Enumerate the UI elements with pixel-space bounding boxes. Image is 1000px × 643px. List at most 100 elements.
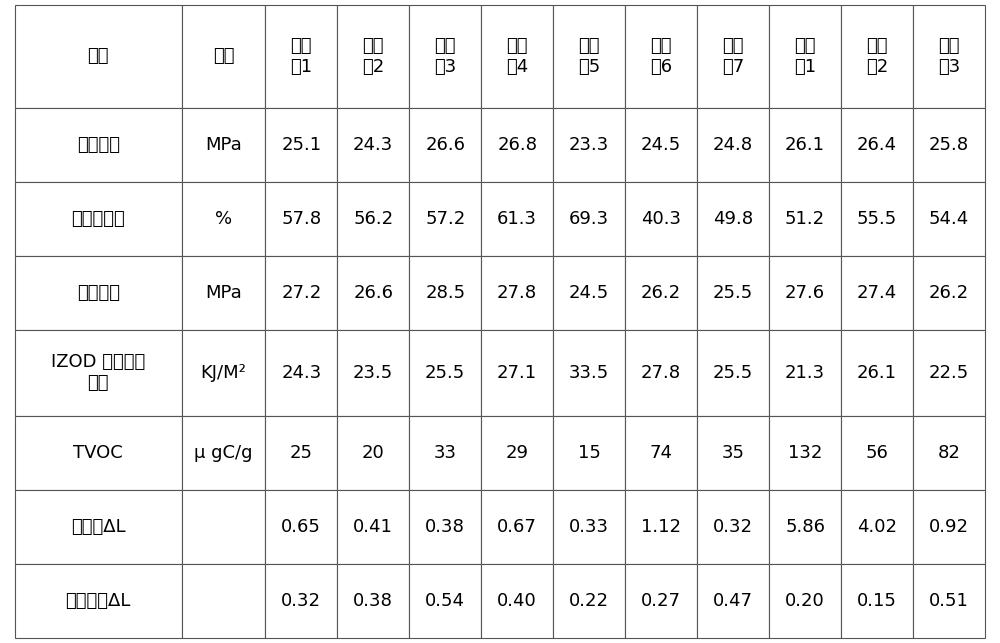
Bar — [481, 490, 553, 564]
Text: 0.38: 0.38 — [353, 592, 393, 610]
Text: 22.5: 22.5 — [929, 364, 969, 382]
Bar — [697, 182, 769, 256]
Text: 25.5: 25.5 — [425, 364, 465, 382]
Text: 4.02: 4.02 — [857, 518, 897, 536]
Text: 26.8: 26.8 — [497, 136, 537, 154]
Bar — [481, 330, 553, 415]
Bar — [182, 5, 265, 107]
Bar — [265, 415, 337, 490]
Bar — [265, 107, 337, 182]
Bar — [769, 564, 841, 638]
Text: 55.5: 55.5 — [857, 210, 897, 228]
Bar — [913, 5, 985, 107]
Bar — [697, 5, 769, 107]
Text: 5.86: 5.86 — [785, 518, 825, 536]
Text: IZOD 缺口冲击
强度: IZOD 缺口冲击 强度 — [51, 353, 145, 392]
Bar — [337, 330, 409, 415]
Text: MPa: MPa — [205, 136, 242, 154]
Text: 0.38: 0.38 — [425, 518, 465, 536]
Bar — [409, 256, 481, 330]
Text: 54.4: 54.4 — [929, 210, 969, 228]
Bar — [913, 182, 985, 256]
Bar — [337, 415, 409, 490]
Text: 0.54: 0.54 — [425, 592, 465, 610]
Bar — [769, 107, 841, 182]
Text: 26.2: 26.2 — [929, 284, 969, 302]
Text: 61.3: 61.3 — [497, 210, 537, 228]
Text: 49.8: 49.8 — [713, 210, 753, 228]
Bar — [182, 330, 265, 415]
Text: 40.3: 40.3 — [641, 210, 681, 228]
Text: 26.2: 26.2 — [641, 284, 681, 302]
Bar — [625, 330, 697, 415]
Bar — [769, 5, 841, 107]
Text: 24.3: 24.3 — [281, 364, 321, 382]
Text: 27.6: 27.6 — [785, 284, 825, 302]
Text: 25.5: 25.5 — [713, 284, 753, 302]
Bar — [625, 107, 697, 182]
Bar — [15, 256, 182, 330]
Text: 57.2: 57.2 — [425, 210, 465, 228]
Text: 51.2: 51.2 — [785, 210, 825, 228]
Bar — [769, 256, 841, 330]
Bar — [182, 490, 265, 564]
Bar — [409, 415, 481, 490]
Bar — [625, 564, 697, 638]
Text: 23.3: 23.3 — [569, 136, 609, 154]
Bar — [697, 564, 769, 638]
Bar — [553, 490, 625, 564]
Text: 性能: 性能 — [88, 48, 109, 66]
Bar — [337, 490, 409, 564]
Bar — [841, 182, 913, 256]
Bar — [625, 256, 697, 330]
Bar — [265, 182, 337, 256]
Text: 实施
例2: 实施 例2 — [362, 37, 384, 76]
Text: 应力发白ΔL: 应力发白ΔL — [66, 592, 131, 610]
Text: 33: 33 — [434, 444, 457, 462]
Text: 0.15: 0.15 — [857, 592, 897, 610]
Bar — [841, 256, 913, 330]
Bar — [697, 256, 769, 330]
Text: 0.33: 0.33 — [569, 518, 609, 536]
Text: 25.8: 25.8 — [929, 136, 969, 154]
Text: 27.4: 27.4 — [857, 284, 897, 302]
Text: 实施
例3: 实施 例3 — [434, 37, 456, 76]
Text: 0.51: 0.51 — [929, 592, 969, 610]
Bar — [337, 107, 409, 182]
Text: 28.5: 28.5 — [425, 284, 465, 302]
Bar — [553, 330, 625, 415]
Bar — [625, 5, 697, 107]
Bar — [625, 415, 697, 490]
Bar — [913, 107, 985, 182]
Bar — [841, 330, 913, 415]
Bar — [481, 256, 553, 330]
Bar — [769, 490, 841, 564]
Text: 27.2: 27.2 — [281, 284, 321, 302]
Bar — [913, 256, 985, 330]
Text: 拉伸强度: 拉伸强度 — [77, 136, 120, 154]
Bar — [15, 107, 182, 182]
Bar — [625, 490, 697, 564]
Bar — [15, 490, 182, 564]
Text: 实施
例1: 实施 例1 — [290, 37, 312, 76]
Text: 实施
例7: 实施 例7 — [722, 37, 744, 76]
Bar — [697, 330, 769, 415]
Bar — [769, 182, 841, 256]
Text: 25: 25 — [290, 444, 313, 462]
Bar — [553, 415, 625, 490]
Bar — [182, 182, 265, 256]
Bar — [265, 330, 337, 415]
Bar — [481, 5, 553, 107]
Bar — [265, 5, 337, 107]
Bar — [182, 415, 265, 490]
Bar — [913, 490, 985, 564]
Text: 0.22: 0.22 — [569, 592, 609, 610]
Bar — [409, 5, 481, 107]
Bar — [265, 564, 337, 638]
Text: 56.2: 56.2 — [353, 210, 393, 228]
Bar — [15, 330, 182, 415]
Text: 20: 20 — [362, 444, 385, 462]
Text: 0.41: 0.41 — [353, 518, 393, 536]
Text: 24.3: 24.3 — [353, 136, 393, 154]
Text: 27.1: 27.1 — [497, 364, 537, 382]
